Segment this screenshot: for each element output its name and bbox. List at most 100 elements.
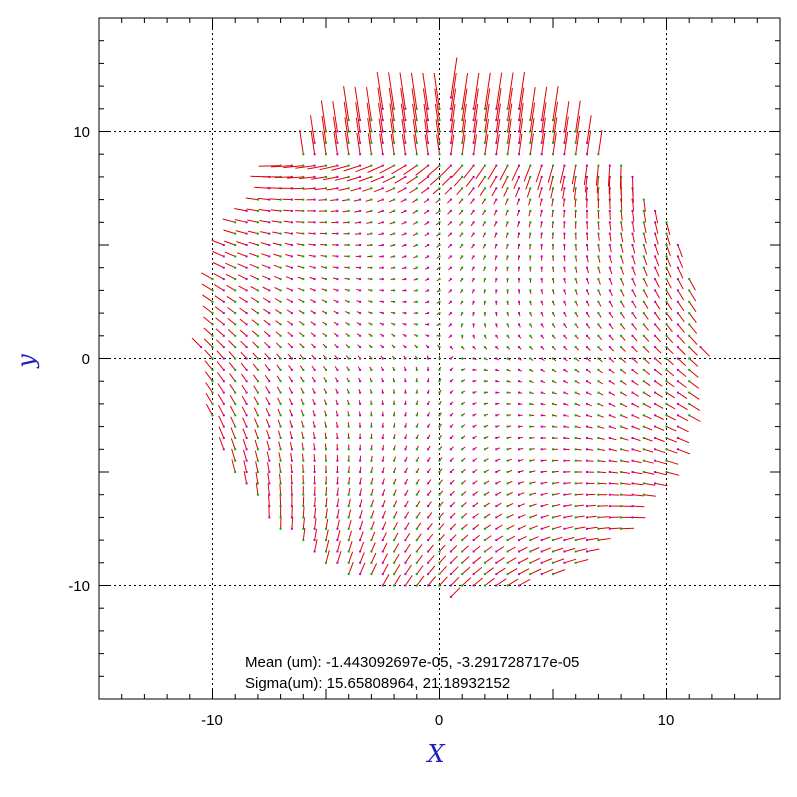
vector-origin-point <box>313 539 316 542</box>
vector-origin-point <box>325 346 327 349</box>
vector-origin-point <box>461 380 464 383</box>
vector-origin-point <box>461 505 464 508</box>
vector-origin-point <box>404 209 407 212</box>
vector-origin-point <box>586 391 588 394</box>
vector-origin-point <box>313 493 316 496</box>
vector-origin-point <box>552 380 554 383</box>
vector-origin-point <box>290 323 293 326</box>
vector-origin-point <box>336 493 339 496</box>
vector-origin-point <box>347 550 350 553</box>
vector-arrow <box>412 119 418 143</box>
vector-arrow <box>487 165 497 180</box>
vector-origin-point <box>642 232 645 235</box>
vector-origin-point <box>574 482 577 485</box>
vector-origin-point <box>449 96 452 99</box>
vector-origin-point <box>472 209 475 212</box>
vector-origin-point <box>325 300 327 303</box>
vector-origin-point <box>438 209 441 212</box>
vector-origin-point <box>586 141 588 144</box>
vector-origin-point <box>506 527 509 530</box>
vector-origin-point <box>268 391 271 394</box>
vector-origin-point <box>665 232 668 235</box>
vector-origin-point <box>620 255 623 258</box>
vector-origin-point <box>586 266 588 269</box>
vector-arrow <box>530 536 539 541</box>
vector-arrow <box>643 403 652 409</box>
vector-origin-point <box>313 527 316 530</box>
vector-origin-point <box>540 368 543 371</box>
vector-arrow <box>525 176 531 190</box>
vector-origin-point <box>438 244 441 246</box>
vector-origin-point <box>518 278 520 281</box>
vector-arrow <box>496 578 507 586</box>
vector-origin-point <box>325 380 327 383</box>
vector-origin-point <box>359 368 362 371</box>
vector-arrow <box>632 505 645 508</box>
vector-origin-point <box>631 198 634 201</box>
vector-origin-point <box>381 141 384 144</box>
vector-origin-point <box>268 221 271 224</box>
vector-origin-point <box>495 471 498 473</box>
vector-origin-point <box>393 527 396 530</box>
vector-arrow <box>666 460 679 465</box>
vector-origin-point <box>608 505 611 508</box>
vector-origin-point <box>574 209 577 212</box>
vector-origin-point <box>552 471 554 473</box>
vector-origin-point <box>427 482 430 485</box>
vector-origin-point <box>608 368 611 371</box>
vector-arrow <box>277 430 282 439</box>
vector-origin-point <box>529 346 532 349</box>
vector-origin-point <box>642 482 645 485</box>
vector-arrow <box>416 544 423 552</box>
vector-arrow <box>518 71 525 109</box>
vector-origin-point <box>461 425 464 428</box>
vector-origin-point <box>506 516 509 519</box>
vector-origin-point <box>359 300 362 303</box>
vector-origin-point <box>279 516 282 519</box>
vector-origin-point <box>449 527 452 530</box>
vector-origin-point <box>347 175 350 178</box>
vector-origin-point <box>597 346 600 349</box>
vector-origin-point <box>336 402 339 405</box>
vector-origin-point <box>518 448 520 451</box>
vector-arrow <box>370 531 376 541</box>
vector-origin-point <box>256 255 259 258</box>
vector-arrow <box>461 556 470 564</box>
vector-origin-point <box>620 278 623 281</box>
vector-origin-point <box>449 482 452 485</box>
vector-origin-point <box>256 368 259 371</box>
vector-origin-point <box>654 368 657 371</box>
vector-arrow <box>484 72 491 109</box>
vector-origin-point <box>404 175 407 178</box>
vector-arrow <box>325 487 328 495</box>
vector-origin-point <box>245 334 248 337</box>
vector-origin-point <box>415 471 418 473</box>
vector-origin-point <box>506 232 509 235</box>
vector-origin-point <box>552 130 554 133</box>
vector-origin-point <box>483 289 486 292</box>
vector-arrow <box>359 509 363 518</box>
vector-origin-point <box>518 482 520 485</box>
vector-origin-point <box>506 164 509 167</box>
vector-origin-point <box>336 187 339 190</box>
vector-origin-point <box>597 493 600 496</box>
vector-origin-point <box>472 221 475 224</box>
vector-origin-point <box>404 244 407 246</box>
vector-arrow <box>597 256 601 263</box>
vector-origin-point <box>256 323 259 326</box>
vector-arrow <box>609 437 617 441</box>
vector-origin-point <box>370 448 373 451</box>
vector-origin-point <box>483 368 486 371</box>
vector-origin-point <box>336 289 339 292</box>
vector-origin-point <box>427 493 430 496</box>
vector-origin-point <box>472 527 475 530</box>
vector-arrow <box>314 507 317 518</box>
vector-origin-point <box>415 334 418 337</box>
vector-origin-point <box>472 198 475 201</box>
vector-origin-point <box>427 198 430 201</box>
vector-origin-point <box>404 550 407 553</box>
vector-origin-point <box>461 516 464 519</box>
vector-arrow <box>507 87 513 121</box>
vector-origin-point <box>415 198 418 201</box>
vector-origin-point <box>631 312 634 315</box>
